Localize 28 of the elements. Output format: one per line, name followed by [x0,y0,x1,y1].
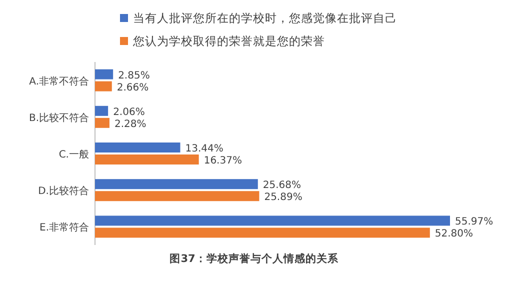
data-label: 16.37% [204,156,242,166]
bar [95,118,110,128]
bar [95,228,430,238]
y-tick-label: B.比较不符合 [28,112,89,124]
y-tick-label: A.非常不符合 [29,75,89,88]
data-label: 2.28% [114,118,146,130]
bar [95,142,180,152]
data-label: 55.97% [455,216,494,228]
data-label: 25.68% [262,180,302,192]
legend-label: 当有人批评您所在的学校时，您感觉像在批评自己 [133,11,397,25]
legend-label: 您认为学校取得的荣誉就是您的荣誉 [132,34,325,48]
data-label: 25.89% [264,192,302,204]
bar [95,216,450,226]
bar [95,179,258,190]
data-label: 2.85% [118,70,150,82]
bar [95,154,199,164]
data-label: 2.06% [113,106,145,118]
bar [95,81,112,92]
bar [95,69,114,80]
y-tick-label: C.一般 [58,150,89,160]
data-label: 2.66% [116,82,149,94]
y-tick-label: E.非常符合 [40,222,89,234]
text: 图37：学校声誉与个人情感的关系 [170,252,340,265]
data-label: 13.44% [185,144,224,154]
bar [95,106,108,116]
data-label: 52.80% [434,228,474,240]
bar [95,191,260,202]
y-tick-label: D.比较符合 [38,185,89,198]
